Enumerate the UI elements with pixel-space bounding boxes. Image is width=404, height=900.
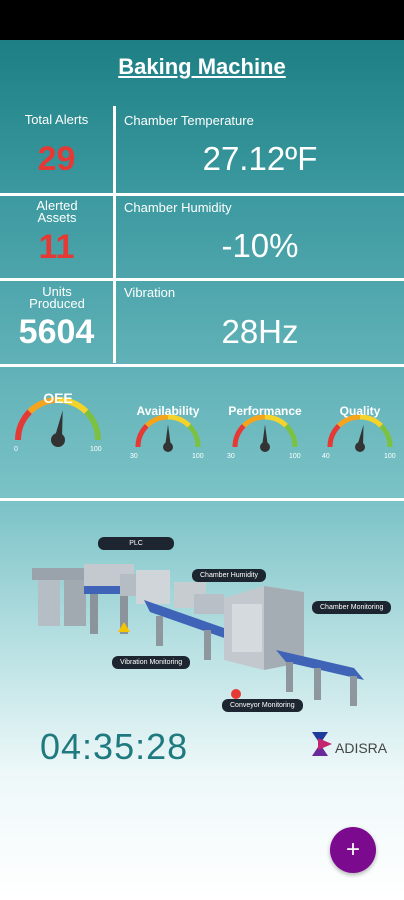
brand-name: ADISRA <box>335 740 388 756</box>
gauge-max-label: 100 <box>384 453 396 460</box>
gauge-quality <box>327 414 393 452</box>
gauge-arc-segment <box>232 424 246 448</box>
chamber-humidity-tag: Chamber Humidity <box>192 569 266 582</box>
gauge-availability <box>135 414 201 452</box>
chamber-humidity-value: -10% <box>221 227 299 264</box>
status-bar <box>0 0 404 40</box>
gauge-oee <box>15 397 101 447</box>
production-line-image <box>32 564 364 706</box>
add-button[interactable]: + <box>330 827 376 873</box>
gauge-arc-segment <box>135 424 149 448</box>
gauge-arc-segment <box>84 409 101 441</box>
gauge-arc-segment <box>327 424 341 448</box>
total-alerts-value: 29 <box>37 140 76 178</box>
gauge-needle <box>262 424 268 447</box>
clock-display: 04:35:28 <box>40 726 189 767</box>
chamber-humidity-label: Chamber Humidity <box>124 200 232 215</box>
adisra-logo <box>312 732 332 756</box>
alerted-assets-value: 11 <box>38 228 75 266</box>
gauge-arc-segment <box>337 414 361 428</box>
gauge-hub <box>260 442 270 452</box>
gauge-title: OEE <box>43 390 73 406</box>
total-alerts-label: Total Alerts <box>24 112 89 127</box>
gauge-arc-segment <box>264 414 288 428</box>
divider <box>0 278 404 281</box>
divider <box>0 193 404 196</box>
vibration-label: Vibration <box>124 285 176 300</box>
vibration-monitoring-tag: Vibration Monitoring <box>112 656 191 669</box>
gauge-arc-segment <box>57 397 89 414</box>
gauge-arc-segment <box>284 424 298 448</box>
gauge-min-label: 30 <box>227 453 235 460</box>
alerted-assets-label: Alerted Assets <box>36 198 78 225</box>
gauge-max-label: 100 <box>289 453 301 460</box>
gauge-hub <box>355 442 365 452</box>
gauge-title: Performance <box>228 404 302 418</box>
gauge-arc-segment <box>15 409 32 441</box>
gauge-max-label: 100 <box>90 446 102 453</box>
plc-tag: PLC <box>98 537 174 550</box>
gauge-needle <box>357 424 364 448</box>
vibration-value: 28Hz <box>221 313 299 350</box>
units-produced-label: Units Produced <box>29 284 85 311</box>
gauge-needle <box>165 424 171 447</box>
gauge-hub <box>163 442 173 452</box>
conveyor-monitoring-tag: Conveyor Monitoring <box>222 699 303 712</box>
divider <box>113 106 116 363</box>
units-produced-value: 5604 <box>18 313 95 351</box>
gauge-min-label: 0 <box>14 446 18 453</box>
gauge-performance <box>232 414 298 452</box>
page-title: Baking Machine <box>118 54 286 79</box>
gauge-arc-segment <box>145 414 169 428</box>
gauge-min-label: 40 <box>322 453 330 460</box>
gauge-max-label: 100 <box>192 453 204 460</box>
gauge-hub <box>51 433 65 447</box>
chamber-temperature-value: 27.12ºF <box>202 140 318 177</box>
divider <box>0 498 404 501</box>
gauge-arc-segment <box>27 397 59 414</box>
divider <box>0 364 404 367</box>
gauge-title: Availability <box>136 404 200 418</box>
gauge-title: Quality <box>339 404 381 418</box>
gauge-arc-segment <box>379 424 393 448</box>
gauge-arc-segment <box>187 424 201 448</box>
gauge-needle <box>54 410 63 441</box>
gauge-arc-segment <box>359 414 383 428</box>
gauge-arc-segment <box>167 414 191 428</box>
chamber-monitoring-tag: Chamber Monitoring <box>312 601 392 614</box>
chamber-temperature-label: Chamber Temperature <box>124 113 254 128</box>
gauge-min-label: 30 <box>130 453 138 460</box>
gauge-arc-segment <box>242 414 266 428</box>
